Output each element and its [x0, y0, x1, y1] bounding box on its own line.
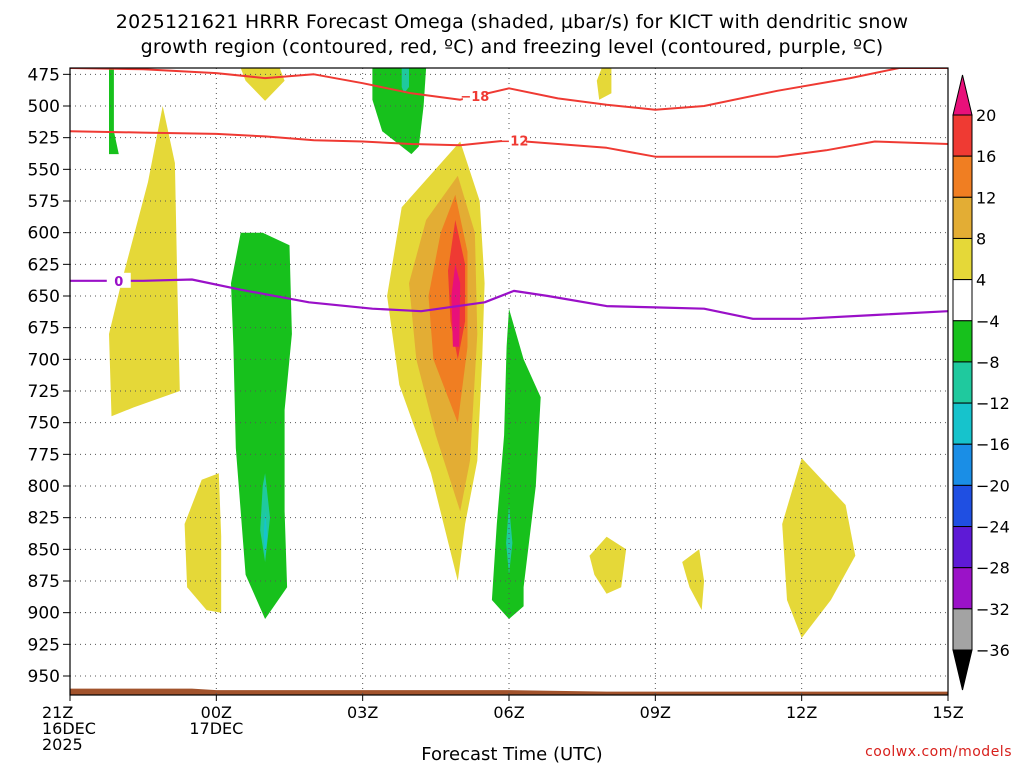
colorbar-swatch-2: [952, 196, 973, 239]
omega-shading: [109, 68, 856, 638]
y-tick-label-1: 500: [28, 97, 60, 117]
y-tick-label-4: 575: [28, 192, 60, 212]
y-tick-label-19: 950: [28, 667, 60, 687]
y-tick-label-12: 775: [28, 445, 60, 465]
colorbar-label-6: −8: [976, 353, 1000, 372]
title-line-1: 2025121621 HRRR Forecast Omega (shaded, …: [115, 11, 909, 33]
freezing-level-line: [70, 278, 948, 320]
y-tick-label-17: 900: [28, 604, 60, 624]
y-tick-label-2: 525: [28, 129, 60, 149]
colorbar-label-1: 16: [976, 147, 996, 166]
title-line-2: growth region (contoured, red, ºC) and f…: [140, 36, 884, 58]
x-tick-label-2: 03Z: [347, 703, 378, 722]
colorbar-swatch-8: [952, 443, 973, 486]
freezing-level-label-bg: [106, 272, 131, 288]
colorbar-swatch-12: [952, 608, 973, 651]
colorbar-bottom-arrow: [952, 649, 973, 691]
x-tick-label-5: 12Z: [786, 703, 817, 722]
colorbar-swatch-10: [952, 526, 973, 569]
y-tick-label-9: 700: [28, 350, 60, 370]
omega-region-3: [372, 68, 427, 155]
temp-contour-1-label: −12: [499, 135, 528, 150]
omega-region-16: [596, 68, 612, 100]
y-axis: 475 500 525 550 575 600 625 650 675 700 725 750 775 8…: [28, 65, 70, 687]
x-tick-label-3: 06Z: [493, 703, 524, 722]
x-tick-label-0: 21Z 16DEC 2025: [42, 703, 96, 754]
colorbar-swatch-5: [952, 320, 973, 363]
y-tick-label-10: 725: [28, 382, 60, 402]
colorbar-label-7: −12: [976, 394, 1010, 413]
colorbar-swatch-7: [952, 402, 973, 445]
colorbar: 20 16 12 8 4 −4 −8 −12 −16 −20 −24 −28 −32 −36: [952, 74, 1010, 691]
colorbar-swatch-3: [952, 237, 973, 281]
y-tick-label-15: 850: [28, 540, 60, 560]
y-tick-label-11: 750: [28, 414, 60, 434]
y-tick-label-13: 800: [28, 477, 60, 497]
omega-region-2: [109, 106, 180, 417]
colorbar-swatch-6: [952, 361, 973, 404]
omega-region-4: [401, 68, 409, 94]
x-tick-label-4: 09Z: [640, 703, 671, 722]
x-axis: 21Z 16DEC 2025 00Z 17DEC 03Z 06Z 09Z 12Z 15Z: [42, 695, 964, 754]
chart-title: 2025121621 HRRR Forecast Omega (shaded, …: [0, 10, 1024, 60]
temp-contour-1-label-bg: [501, 132, 526, 148]
y-tick-label-18: 925: [28, 635, 60, 655]
colorbar-swatch-4: [952, 279, 973, 322]
x-tick-label-6: 15Z: [932, 703, 963, 722]
temp-contour-0-label: −18: [460, 90, 489, 105]
omega-region-14: [491, 308, 541, 619]
y-tick-label-5: 600: [28, 224, 60, 244]
colorbar-label-2: 12: [976, 188, 996, 207]
colorbar-top-arrow: [952, 74, 973, 116]
y-tick-label-16: 875: [28, 572, 60, 592]
y-tick-label-8: 675: [28, 319, 60, 339]
y-tick-label-6: 625: [28, 255, 60, 275]
colorbar-label-9: −20: [976, 476, 1010, 495]
colorbar-swatch-9: [952, 484, 973, 528]
y-tick-label-7: 650: [28, 287, 60, 307]
colorbar-label-12: −32: [976, 600, 1010, 619]
colorbar-label-11: −28: [976, 559, 1010, 578]
colorbar-label-10: −24: [976, 518, 1010, 537]
temp-contour-0-label-bg: [462, 88, 487, 104]
y-tick-label-14: 825: [28, 509, 60, 529]
omega-region-10: [231, 232, 292, 619]
temp-contour-0-line: [70, 68, 948, 111]
y-tick-label-3: 550: [28, 160, 60, 180]
omega-region-12: [263, 511, 268, 556]
colorbar-label-4: 4: [976, 271, 986, 290]
colorbar-label-5: −4: [976, 312, 1000, 331]
colorbar-label-0: 20: [976, 106, 996, 125]
credit-text[interactable]: coolwx.com/models: [865, 744, 1012, 760]
colorbar-swatch-11: [952, 567, 973, 610]
colorbar-swatch-0: [952, 114, 973, 157]
x-tick-label-1: 00Z 17DEC: [189, 703, 243, 738]
omega-region-19: [782, 458, 856, 638]
terrain-band: [70, 688, 948, 695]
omega-region-17: [589, 536, 627, 594]
y-tick-label-0: 475: [28, 65, 60, 85]
colorbar-label-3: 8: [976, 229, 986, 248]
freezing-level-label: 0: [114, 275, 123, 290]
x-axis-label: Forecast Time (UTC): [421, 744, 603, 765]
terrain-layer: [70, 688, 948, 695]
omega-region-15: [506, 505, 513, 575]
omega-region-13: [184, 473, 222, 613]
colorbar-label-8: −16: [976, 435, 1010, 454]
contour-lines: −18 −12 0: [70, 68, 948, 320]
colorbar-swatch-1: [952, 155, 973, 198]
omega-region-18: [682, 549, 705, 611]
colorbar-label-13: −36: [976, 641, 1010, 660]
